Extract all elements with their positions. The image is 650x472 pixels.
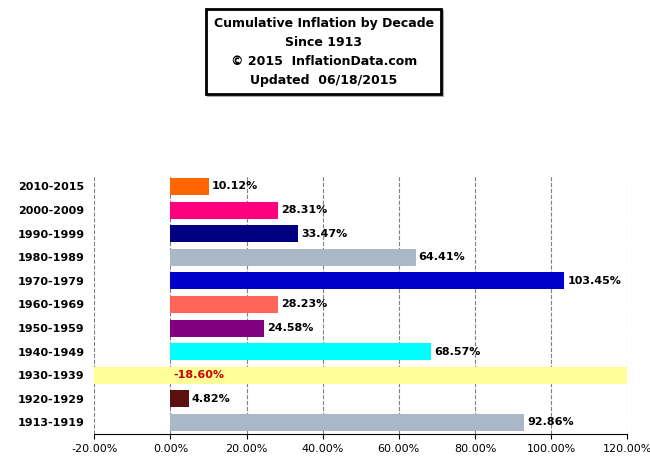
Bar [94, 367, 627, 384]
Text: 92.86%: 92.86% [527, 417, 573, 428]
Text: 103.45%: 103.45% [567, 276, 621, 286]
Text: 28.31%: 28.31% [281, 205, 328, 215]
Text: 4.82%: 4.82% [192, 394, 231, 404]
Bar [170, 390, 188, 407]
Text: Cumulative Inflation by Decade
Since 1913
© 2015  InflationData.com
Updated  06/: Cumulative Inflation by Decade Since 191… [214, 17, 434, 86]
Bar [170, 202, 278, 219]
Text: Cumulative Inflation by Decade
Since 1913
© 2015  InflationData.com
Updated  06/: Cumulative Inflation by Decade Since 191… [216, 19, 436, 89]
Text: 24.58%: 24.58% [267, 323, 313, 333]
Bar [170, 178, 209, 195]
Text: 10.12%: 10.12% [212, 181, 258, 192]
Bar [170, 296, 278, 313]
Bar [170, 272, 564, 289]
Bar [170, 225, 298, 242]
Text: 33.47%: 33.47% [301, 228, 347, 239]
Bar [170, 320, 264, 337]
Bar [170, 343, 432, 360]
Text: 68.57%: 68.57% [434, 346, 481, 357]
Text: -18.60%: -18.60% [174, 370, 224, 380]
Bar [99, 367, 170, 384]
Text: 64.41%: 64.41% [419, 252, 465, 262]
Bar [170, 249, 415, 266]
Text: 28.23%: 28.23% [281, 299, 327, 310]
Bar [170, 414, 524, 431]
